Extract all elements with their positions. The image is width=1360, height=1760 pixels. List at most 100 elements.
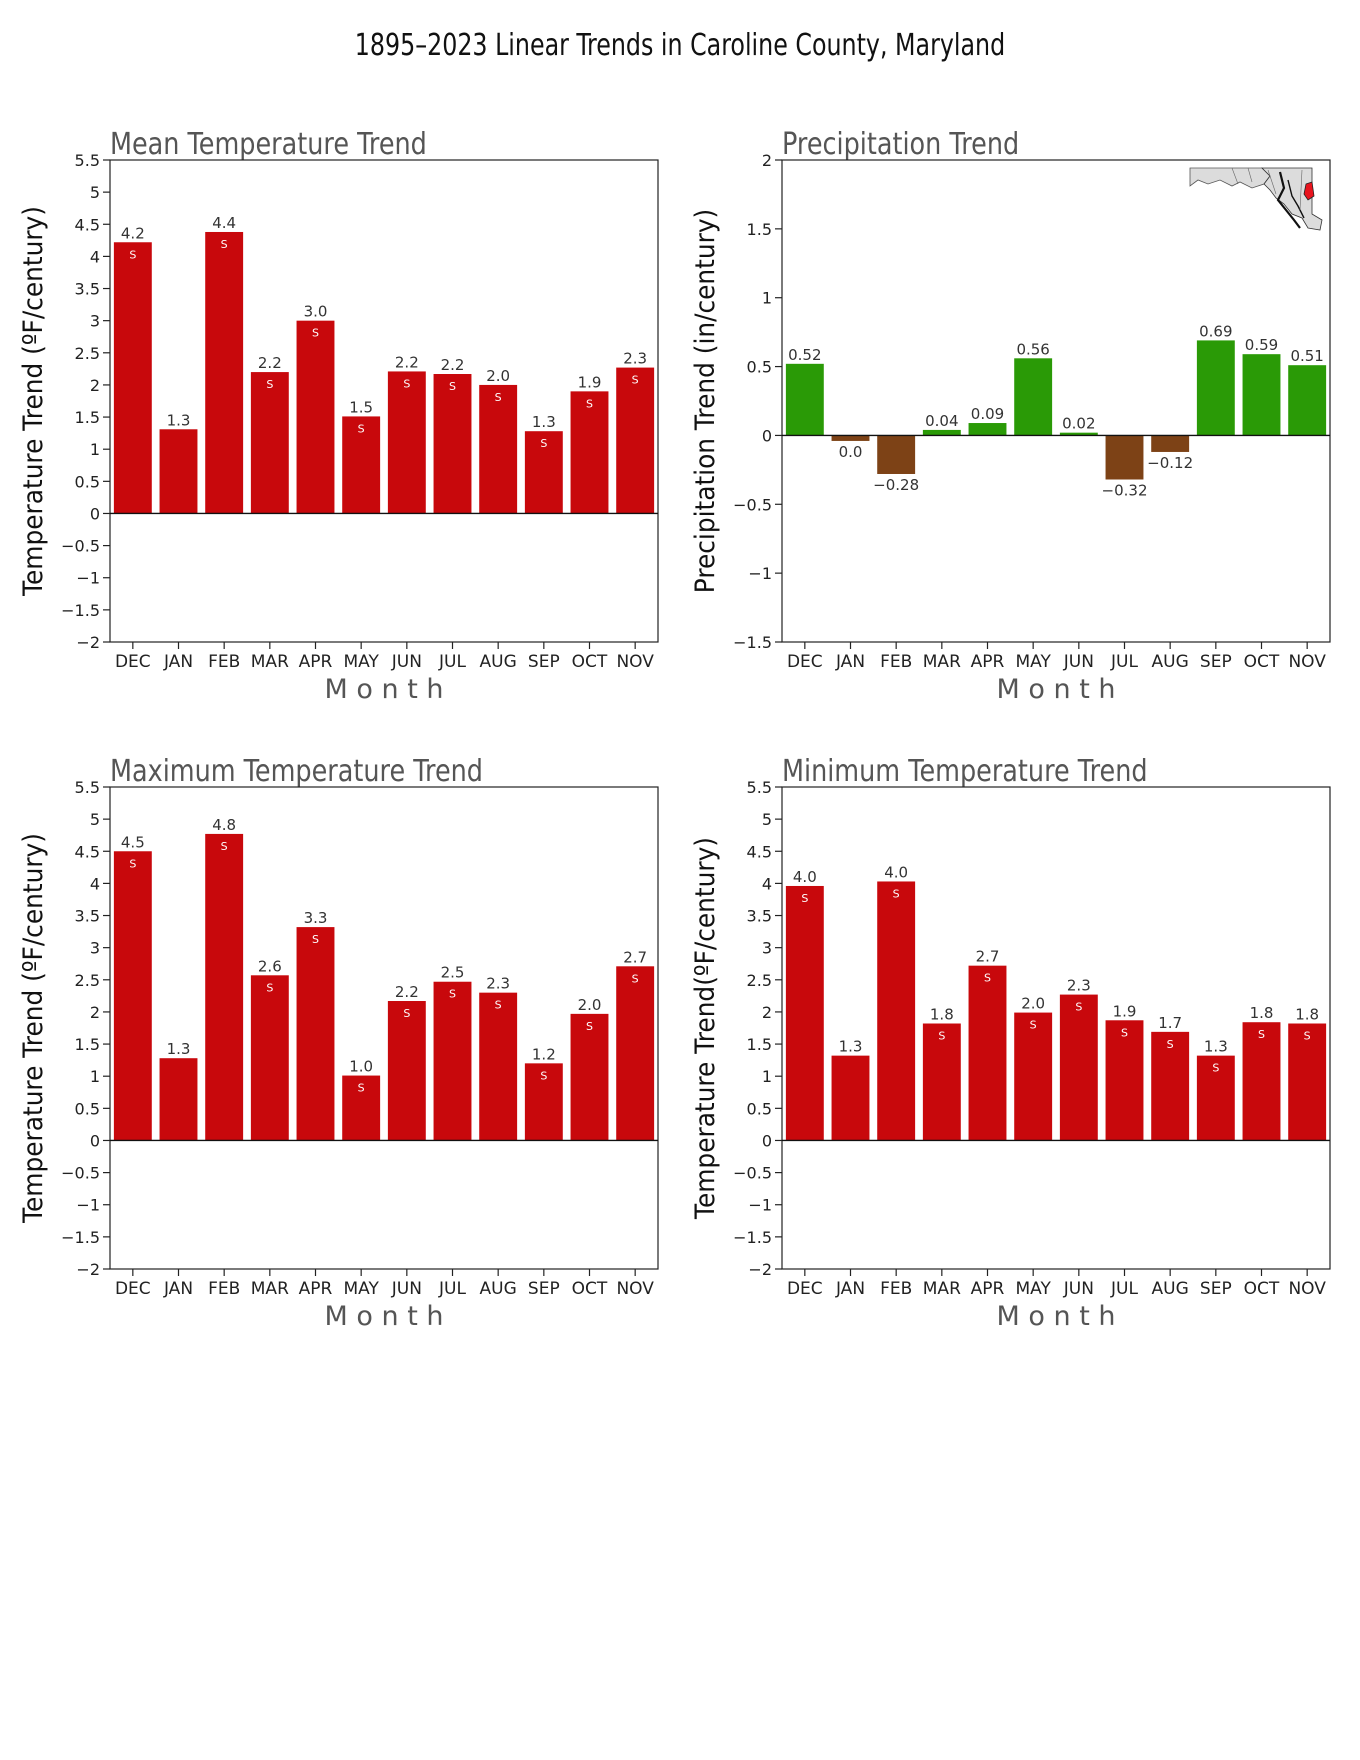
x-tick-label: NOV: [1288, 1279, 1326, 1299]
y-tick-label: 3: [90, 939, 100, 958]
significance-marker: S: [266, 378, 273, 391]
significance-marker: S: [266, 981, 273, 994]
y-tick-label: 5: [90, 810, 100, 829]
x-tick-label: DEC: [787, 652, 823, 672]
chart-title: Mean Temperature Trend: [110, 126, 427, 162]
y-tick-label: 1.5: [75, 408, 100, 427]
data-label: 0.56: [1016, 340, 1049, 358]
y-tick-label: 1: [90, 1067, 100, 1086]
bar-feb: [877, 881, 916, 1141]
data-label: 3.3: [304, 909, 328, 927]
x-tick-label: DEC: [115, 652, 151, 672]
data-label: 1.9: [578, 373, 602, 391]
bar-aug: [1151, 435, 1190, 452]
significance-marker: S: [358, 1082, 365, 1095]
y-tick-label: 1.5: [75, 1035, 100, 1054]
significance-marker: S: [1167, 1038, 1174, 1051]
x-tick-label: JUL: [438, 652, 466, 672]
x-axis-label: M o n t h: [325, 674, 444, 705]
data-label: 0.59: [1245, 336, 1278, 354]
x-axis-label: M o n t h: [997, 1301, 1116, 1332]
data-label: 4.4: [212, 214, 236, 232]
data-label: 2.7: [623, 948, 647, 966]
y-tick-label: −1.5: [733, 1228, 772, 1247]
bar-jun: [1059, 994, 1098, 1141]
bar-mar: [922, 429, 961, 436]
significance-marker: S: [540, 1069, 547, 1082]
bar-dec: [785, 363, 824, 436]
bar-nov: [1288, 1023, 1327, 1141]
bar-feb: [205, 231, 244, 514]
x-tick-label: JAN: [163, 652, 193, 672]
y-tick-label: −0.5: [733, 495, 772, 514]
significance-marker: S: [312, 933, 319, 946]
bar-feb: [877, 435, 916, 474]
x-tick-label: JAN: [835, 652, 865, 672]
bar-apr: [968, 423, 1007, 436]
data-label: 2.3: [1067, 977, 1091, 995]
y-tick-label: 5.5: [747, 778, 772, 797]
y-tick-label: 0: [90, 504, 100, 523]
bar-feb: [205, 833, 244, 1141]
x-tick-label: MAY: [1015, 652, 1051, 672]
significance-marker: S: [221, 840, 228, 853]
data-label: 4.0: [884, 863, 908, 881]
x-tick-label: JUN: [1063, 1279, 1094, 1299]
chart-title: Maximum Temperature Trend: [110, 753, 483, 789]
y-tick-label: 5.5: [75, 778, 100, 797]
plot-frame: [109, 786, 659, 1270]
plot-frame: [781, 786, 1331, 1270]
data-label: 0.04: [925, 412, 958, 430]
significance-marker: S: [1212, 1062, 1219, 1075]
bar-may: [342, 416, 381, 514]
x-tick-label: AUG: [480, 1279, 517, 1299]
x-tick-label: JAN: [163, 1279, 193, 1299]
y-tick-label: 4.5: [747, 842, 772, 861]
bar-mar: [250, 372, 289, 514]
y-tick-label: 2: [90, 376, 100, 395]
mean-temperature-chart-svg: Mean Temperature Trend −2 −1.5 −1 −0.5 0 0.5 1 1…: [18, 126, 659, 705]
x-tick-label: JUL: [1110, 1279, 1138, 1299]
x-tick-label: APR: [971, 1279, 1005, 1299]
data-label: −0.28: [873, 476, 919, 494]
y-tick-label: −1.5: [733, 633, 772, 652]
data-label: 1.3: [532, 413, 556, 431]
x-tick-label: AUG: [1152, 1279, 1189, 1299]
y-tick-label: 0.5: [75, 1099, 100, 1118]
bar-jul: [1105, 435, 1144, 480]
significance-marker: S: [403, 377, 410, 390]
data-label: −0.12: [1147, 454, 1193, 472]
data-label: 1.5: [349, 398, 373, 416]
y-tick-label: −2: [76, 1260, 100, 1279]
y-tick-label: 3: [90, 312, 100, 331]
y-axis-label: Temperature Trend (ºF/century): [18, 833, 49, 1224]
bar-sep: [1196, 1055, 1235, 1141]
significance-marker: S: [632, 374, 639, 387]
y-tick-label: −1: [76, 1196, 100, 1215]
bar-oct: [570, 391, 609, 514]
minimum-temperature-chart-svg: Minimum Temperature Trend −2 −1.5 −1 −0.5 0 0.…: [690, 753, 1331, 1332]
x-tick-label: OCT: [1244, 652, 1280, 672]
significance-marker: S: [495, 391, 502, 404]
bar-jun: [1059, 432, 1098, 436]
data-label: 2.2: [258, 354, 282, 372]
page-title: 1895–2023 Linear Trends in Caroline Coun…: [354, 28, 1006, 63]
y-tick-label: −2: [748, 1260, 772, 1279]
bar-nov: [1288, 365, 1327, 436]
bar-nov: [616, 966, 655, 1141]
bar-jun: [387, 371, 426, 514]
x-tick-label: APR: [971, 652, 1005, 672]
significance-marker: S: [1030, 1019, 1037, 1032]
y-tick-label: 3: [762, 939, 772, 958]
data-label: 4.5: [121, 833, 145, 851]
y-tick-label: −0.5: [733, 1164, 772, 1183]
x-axis-label: M o n t h: [997, 674, 1116, 705]
x-tick-label: OCT: [572, 1279, 608, 1299]
y-tick-label: 4.5: [75, 215, 100, 234]
y-tick-label: 4: [90, 247, 100, 266]
y-tick-label: −1.5: [61, 1228, 100, 1247]
significance-marker: S: [938, 1030, 945, 1043]
data-label: 1.3: [839, 1038, 863, 1056]
bar-jul: [1105, 1020, 1144, 1141]
x-tick-label: MAR: [923, 652, 961, 672]
